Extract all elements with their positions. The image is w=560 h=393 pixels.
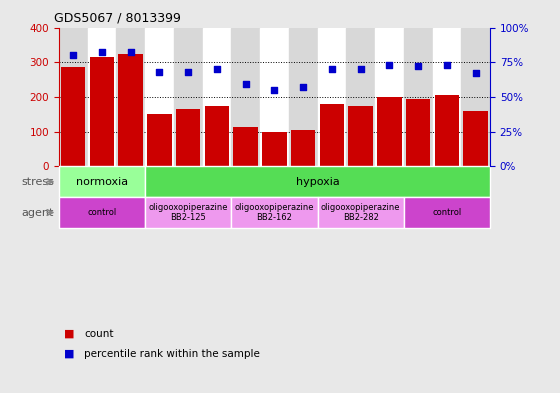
Bar bbox=[231, 197, 318, 228]
Bar bbox=[119, 53, 143, 166]
Bar bbox=[289, 28, 318, 166]
Bar bbox=[59, 28, 87, 166]
Text: stress: stress bbox=[21, 177, 54, 187]
Text: control: control bbox=[432, 208, 461, 217]
Point bbox=[212, 66, 221, 72]
Bar bbox=[90, 57, 114, 166]
Text: control: control bbox=[87, 208, 116, 217]
Text: ■: ■ bbox=[64, 329, 75, 339]
Bar bbox=[404, 197, 490, 228]
Point bbox=[69, 52, 78, 59]
Text: percentile rank within the sample: percentile rank within the sample bbox=[84, 349, 260, 359]
Bar bbox=[59, 166, 145, 197]
Point bbox=[442, 62, 451, 68]
Text: agent: agent bbox=[21, 208, 54, 217]
Text: count: count bbox=[84, 329, 114, 339]
Point bbox=[184, 69, 193, 75]
Bar bbox=[291, 130, 315, 166]
Bar bbox=[205, 106, 229, 166]
Point bbox=[298, 84, 307, 90]
Text: ■: ■ bbox=[64, 349, 75, 359]
Point bbox=[97, 50, 106, 56]
Bar bbox=[145, 197, 231, 228]
Bar bbox=[320, 104, 344, 166]
Bar bbox=[346, 28, 375, 166]
Point bbox=[471, 70, 480, 77]
Text: normoxia: normoxia bbox=[76, 177, 128, 187]
Bar bbox=[87, 28, 116, 166]
Text: oligooxopiperazine
BB2-162: oligooxopiperazine BB2-162 bbox=[235, 203, 314, 222]
Point bbox=[270, 87, 279, 93]
Bar bbox=[59, 197, 145, 228]
Text: GDS5067 / 8013399: GDS5067 / 8013399 bbox=[54, 12, 181, 25]
Point bbox=[155, 69, 164, 75]
Bar bbox=[116, 28, 145, 166]
Bar bbox=[318, 197, 404, 228]
Bar bbox=[262, 132, 287, 166]
Bar bbox=[260, 28, 289, 166]
Bar bbox=[377, 97, 402, 166]
Bar bbox=[406, 99, 430, 166]
Text: oligooxopiperazine
BB2-125: oligooxopiperazine BB2-125 bbox=[148, 203, 228, 222]
Bar bbox=[234, 127, 258, 166]
Bar bbox=[61, 68, 85, 166]
Bar bbox=[435, 95, 459, 166]
Bar bbox=[145, 166, 490, 197]
Point bbox=[385, 62, 394, 68]
Bar bbox=[404, 28, 432, 166]
Bar bbox=[203, 28, 231, 166]
Point bbox=[241, 81, 250, 88]
Point bbox=[414, 63, 423, 70]
Bar bbox=[348, 106, 373, 166]
Bar bbox=[147, 114, 171, 166]
Point bbox=[328, 66, 337, 72]
Text: oligooxopiperazine
BB2-282: oligooxopiperazine BB2-282 bbox=[321, 203, 400, 222]
Bar bbox=[318, 28, 346, 166]
Point bbox=[126, 50, 135, 56]
Bar bbox=[464, 111, 488, 166]
Bar bbox=[174, 28, 203, 166]
Bar bbox=[461, 28, 490, 166]
Bar bbox=[145, 28, 174, 166]
Point bbox=[356, 66, 365, 72]
Bar bbox=[375, 28, 404, 166]
Bar bbox=[231, 28, 260, 166]
Text: hypoxia: hypoxia bbox=[296, 177, 339, 187]
Bar bbox=[432, 28, 461, 166]
Bar bbox=[176, 109, 200, 166]
